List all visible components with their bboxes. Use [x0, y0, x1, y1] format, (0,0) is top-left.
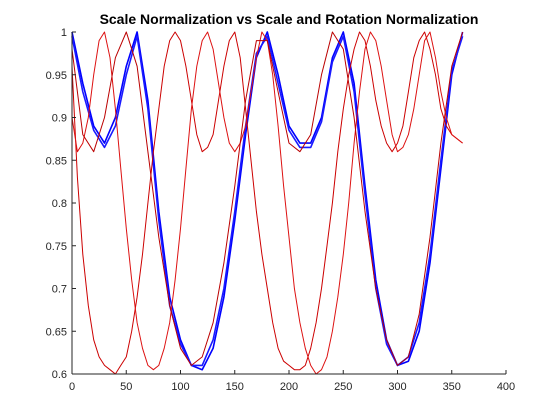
x-tick-label-6: 300 — [388, 381, 406, 393]
y-tick-label-8: 1 — [61, 27, 67, 39]
series-line-3 — [71, 31, 463, 375]
chart-title: Scale Normalization vs Scale and Rotatio… — [100, 11, 479, 27]
series-line-5 — [71, 31, 464, 366]
y-tick-label-5: 0.85 — [46, 155, 67, 167]
x-tick-label-1: 50 — [120, 381, 132, 393]
x-tick-label-3: 150 — [226, 381, 244, 393]
y-tick-label-1: 0.65 — [46, 326, 67, 338]
x-tick-label-5: 250 — [334, 381, 352, 393]
x-tick-label-7: 350 — [443, 381, 461, 393]
x-tick-label-8: 400 — [497, 381, 515, 393]
series-layer — [71, 31, 464, 375]
y-tick-label-2: 0.7 — [52, 284, 67, 296]
x-tick-label-0: 0 — [69, 381, 75, 393]
y-tick-label-0: 0.6 — [52, 369, 67, 381]
x-tick-label-4: 200 — [280, 381, 298, 393]
y-tick-label-4: 0.8 — [52, 198, 67, 210]
ticks: 0 50 100 150 200 250 300 350 400 0.6 0.65 0.7 0.75 0.… — [46, 27, 516, 393]
x-tick-label-2: 100 — [171, 381, 189, 393]
y-tick-label-3: 0.75 — [46, 241, 67, 253]
y-tick-label-6: 0.9 — [52, 113, 67, 125]
y-tick-label-7: 0.95 — [46, 70, 67, 82]
